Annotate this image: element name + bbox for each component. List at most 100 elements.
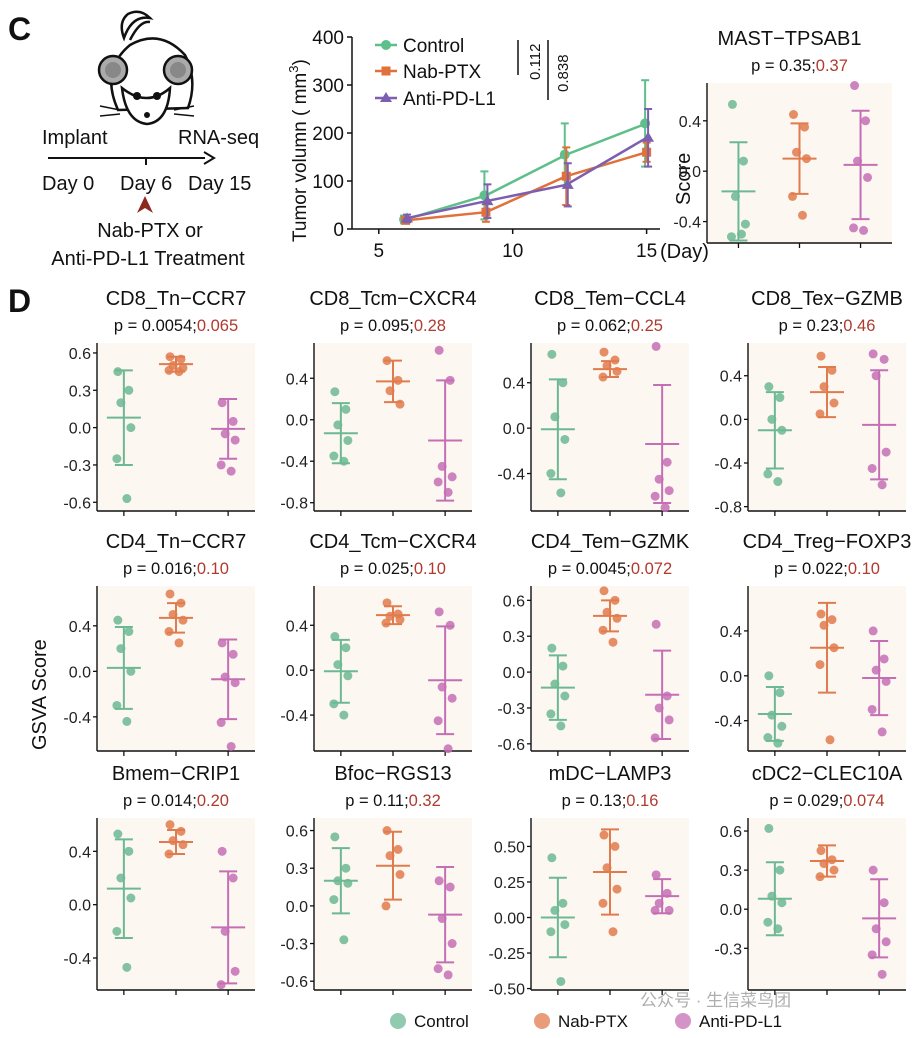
panel-c-label: C <box>8 11 31 47</box>
panel-point <box>598 625 608 635</box>
growth-legend-marker <box>380 92 392 102</box>
panel-y-tick-label: 0.0 <box>69 664 91 681</box>
growth-sig-1: 0.112 <box>527 44 544 80</box>
panel-point <box>443 970 453 980</box>
panel-point <box>174 367 184 377</box>
timeline-rnaseq: RNA-seq <box>178 127 259 149</box>
panel-y-tick-label: -0.8 <box>714 500 742 517</box>
panel-y-tick-label: -0.4 <box>63 710 91 727</box>
panel-y-tick-label: 0.0 <box>679 164 701 181</box>
panel-y-tick-label: 0.3 <box>286 861 308 878</box>
panel-point <box>546 709 556 719</box>
panel-point <box>877 727 887 737</box>
panel-pvalue: p = 0.23;0.46 <box>779 317 876 335</box>
panel-title: CD8_Tn−CCR7 <box>106 288 247 310</box>
panel-point <box>176 354 186 364</box>
panel-point <box>382 598 392 608</box>
panel-point <box>220 926 230 936</box>
panel-point <box>650 733 660 743</box>
panel-point <box>789 109 798 119</box>
panel-y-tick-label: -0.4 <box>714 714 742 731</box>
panel-point <box>664 715 674 725</box>
panel-point <box>447 472 457 482</box>
panel-point <box>660 503 670 513</box>
panel-point <box>113 367 123 377</box>
panel-pvalue: p = 0.11;0.32 <box>345 792 441 810</box>
panel-point <box>341 643 351 653</box>
growth-legend-marker <box>381 40 391 50</box>
panel-y-tick-label: -0.6 <box>63 495 91 512</box>
growth-point <box>481 207 491 217</box>
panel-d-label: D <box>8 283 31 319</box>
panel-point <box>815 660 825 670</box>
panel-y-tick-label: 0.0 <box>720 412 742 429</box>
panel-y-tick-label: 0.25 <box>494 875 525 892</box>
panel-point <box>792 147 801 157</box>
panel-point <box>124 627 134 637</box>
panel-point <box>433 716 443 726</box>
panel-y-tick-label: -0.50 <box>489 982 526 999</box>
panel-point <box>773 477 783 487</box>
panel-point <box>168 609 178 619</box>
panel-point <box>612 366 622 376</box>
panel-point <box>881 937 891 947</box>
panel-point <box>777 425 787 435</box>
panel-point <box>867 463 877 473</box>
panel-title: Bmem−CRIP1 <box>112 763 240 785</box>
panel-point <box>827 365 837 375</box>
panel-point <box>599 830 609 840</box>
panel-y-tick-label: -0.4 <box>280 708 308 725</box>
panel-point <box>829 643 839 653</box>
growth-line-control <box>405 122 648 221</box>
panel-point <box>816 846 826 856</box>
panel-point <box>610 595 620 605</box>
panel-point <box>116 398 126 408</box>
panel-point <box>560 920 570 930</box>
panel-point <box>339 456 349 466</box>
panel-point <box>651 870 661 880</box>
panel-y-tick-label: -0.4 <box>673 215 701 232</box>
panel-point <box>829 398 839 408</box>
panel-point <box>168 836 178 846</box>
panel-point <box>881 676 891 686</box>
panel-point <box>122 962 132 972</box>
panel-y-tick-label: 0.0 <box>286 413 308 430</box>
panel-point <box>330 632 340 642</box>
panel-point <box>602 361 612 371</box>
panel-point <box>445 620 455 630</box>
mast-tpsab1-panel: Score MAST−TPSAB1 p = 0.35;0.37 0.4 0.0 -0.4 <box>673 28 892 248</box>
treatment-arrow-icon <box>137 196 153 213</box>
panel-point <box>550 905 560 915</box>
panel-pvalue: p = 0.022;0.10 <box>774 560 880 578</box>
panel-point <box>447 939 457 949</box>
panel-point <box>546 469 556 479</box>
panel-point <box>664 486 674 496</box>
panel-y-tick-label: 0.0 <box>503 665 525 682</box>
timeline: Implant RNA-seq Day 0 Day 6 Day 15 Nab-P… <box>42 127 259 270</box>
panel-pvalue: p = 0.029;0.074 <box>769 792 884 810</box>
panel-point <box>333 660 343 670</box>
panel-y-tick-label: 0.4 <box>69 619 91 636</box>
panel-point <box>330 832 340 842</box>
panel-point <box>228 416 238 426</box>
panel-pvalue: p = 0.13;0.16 <box>562 792 659 810</box>
panel-pvalue: p = 0.025;0.10 <box>340 560 446 578</box>
panel-point <box>654 703 664 713</box>
timeline-implant: Implant <box>42 127 108 149</box>
panel-point <box>164 627 174 637</box>
panel-point <box>727 99 737 109</box>
growth-sig-2: 0.838 <box>555 54 572 92</box>
panel-title: Bfoc−RGS13 <box>334 763 451 785</box>
mouse-icon <box>97 10 195 126</box>
panel-point <box>393 375 403 385</box>
panel-point <box>126 423 136 433</box>
growth-y-tick-label: 300 <box>312 76 344 97</box>
legend-label-control: Control <box>414 1012 469 1031</box>
panel-point <box>730 191 740 201</box>
panel-mast-tpsab1: MAST−TPSAB1 p = 0.35;0.37 0.4 0.0 -0.4 <box>673 28 892 248</box>
panel-point <box>800 122 809 132</box>
panel-point <box>608 927 618 937</box>
panel-y-tick-label: -0.6 <box>497 737 525 754</box>
